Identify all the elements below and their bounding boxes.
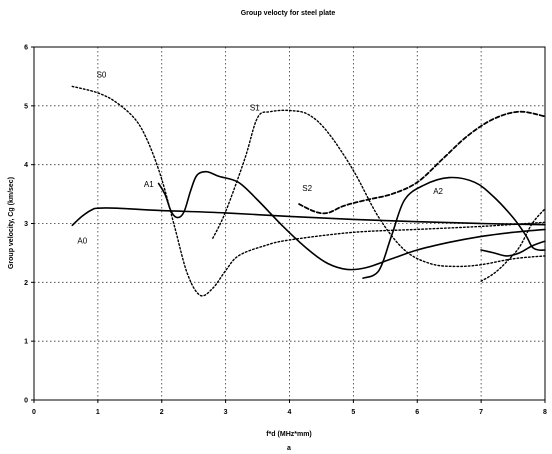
curve-label-s0: S0 <box>97 71 107 80</box>
y-tick-label: 2 <box>24 280 28 287</box>
curve-label-s1: S1 <box>250 104 260 113</box>
y-tick-label: 4 <box>24 162 28 169</box>
y-axis-label: Group velocity, Cg (km/sec) <box>8 177 15 269</box>
x-axis-ticks: 0 1 2 3 4 5 6 7 8 <box>32 400 547 416</box>
figure-footnote: a <box>287 445 291 452</box>
curve-label-a1: A1 <box>144 180 154 189</box>
curve-labels: S0 S1 A1 S2 A2 A0 <box>77 71 443 246</box>
curve-label-a0: A0 <box>77 237 87 246</box>
series-line-a0 <box>72 208 545 225</box>
y-tick-label: 6 <box>24 45 28 52</box>
y-tick-label: 0 <box>24 398 28 405</box>
series-line-s2 <box>299 112 545 214</box>
x-tick-label: 5 <box>351 409 355 416</box>
y-tick-label: 1 <box>24 339 28 346</box>
chart-title: Group velocty for steel plate <box>241 10 336 17</box>
y-axis-ticks: 0 1 2 3 4 5 6 <box>24 45 34 405</box>
x-axis-label: f*d (MHz*mm) <box>266 431 312 438</box>
y-tick-label: 5 <box>24 103 28 110</box>
x-tick-label: 2 <box>160 409 164 416</box>
x-tick-label: 1 <box>96 409 100 416</box>
x-tick-label: 4 <box>288 409 292 416</box>
x-tick-label: 7 <box>479 409 483 416</box>
x-tick-label: 3 <box>224 409 228 416</box>
series-line-a1 <box>159 172 545 270</box>
x-tick-label: 8 <box>543 409 547 416</box>
curve-label-s2: S2 <box>302 184 312 193</box>
y-tick-label: 3 <box>24 221 28 228</box>
x-tick-label: 6 <box>415 409 419 416</box>
curve-label-a2: A2 <box>433 187 443 196</box>
x-tick-label: 0 <box>32 409 36 416</box>
series-line-s1 <box>213 110 545 266</box>
